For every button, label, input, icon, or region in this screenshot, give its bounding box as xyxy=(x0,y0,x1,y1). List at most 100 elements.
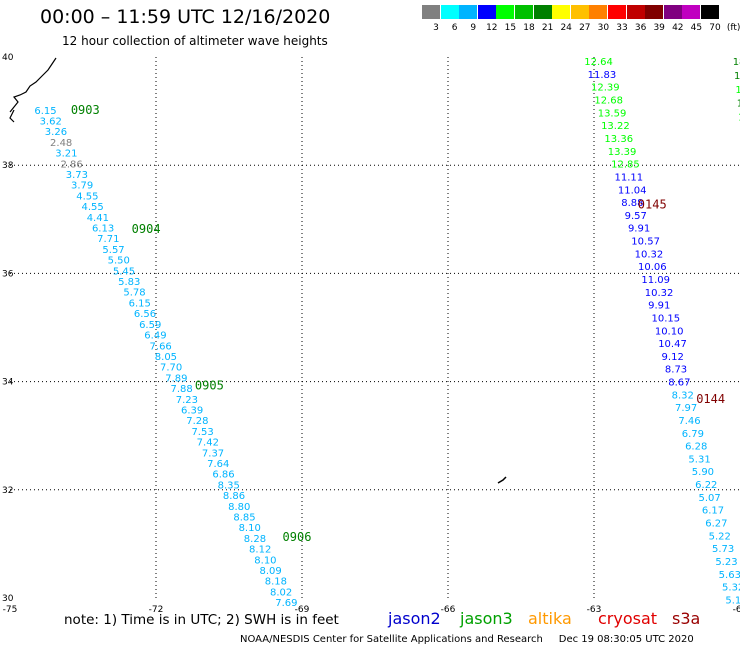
wave-height-label: 8.88 xyxy=(621,198,643,209)
scale-label: 27 xyxy=(579,23,591,33)
scale-label: 42 xyxy=(672,23,684,33)
wave-height-label: 8.85 xyxy=(233,512,255,523)
satellite-name: cryosat xyxy=(598,609,658,628)
scale-swatch xyxy=(422,5,440,19)
chart-title: 00:00 – 11:59 UTC 12/16/2020 xyxy=(40,6,331,28)
wave-height-label: 16.68 xyxy=(734,71,740,82)
scale-label: 9 xyxy=(470,23,477,33)
wave-height-label: 5.31 xyxy=(688,454,710,465)
footer-note: note: 1) Time is in UTC; 2) SWH is in fe… xyxy=(64,612,339,628)
scale-label: 15 xyxy=(504,23,517,33)
scale-swatch xyxy=(552,5,571,19)
wave-height-label: 10.32 xyxy=(645,288,674,299)
wave-height-label: 8.09 xyxy=(260,566,282,577)
scale-swatch xyxy=(645,5,664,19)
wave-height-label: 5.45 xyxy=(113,266,135,277)
scale-label: 21 xyxy=(541,23,554,33)
wave-height-label: 7.69 xyxy=(275,598,297,609)
scale-swatch xyxy=(570,5,589,19)
wave-height-label: 11.11 xyxy=(615,172,644,183)
wave-height-label: 7.97 xyxy=(675,403,697,414)
wave-height-label: 6.79 xyxy=(682,429,704,440)
y-tick-label: 38 xyxy=(2,161,14,171)
y-tick-label: 32 xyxy=(2,486,13,496)
time-label: 0144 xyxy=(696,392,725,406)
scale-label: 3 xyxy=(433,23,439,33)
wave-height-label: 3.79 xyxy=(71,181,93,192)
wave-height-label: 5.63 xyxy=(719,570,740,581)
wave-height-label: 7.28 xyxy=(186,416,208,427)
wave-height-label: 8.28 xyxy=(244,534,266,545)
scale-swatch xyxy=(515,5,533,19)
y-tick-label: 40 xyxy=(2,53,14,63)
wave-height-label: 7.37 xyxy=(202,448,224,459)
x-tick-label: -69 xyxy=(295,605,310,615)
wave-height-label: 8.67 xyxy=(668,378,690,389)
scale-label: 12 xyxy=(486,23,498,33)
wave-height-label: 8.86 xyxy=(223,491,245,502)
wave-height-label: 6.56 xyxy=(134,309,156,320)
wave-height-label: 5.90 xyxy=(692,467,714,478)
scale-swatch xyxy=(663,5,682,19)
wave-height-label: 8.10 xyxy=(254,555,276,566)
wave-height-label: 11.04 xyxy=(618,185,647,196)
wave-height-label: 5.13 xyxy=(725,595,740,606)
wave-height-label: 12.39 xyxy=(591,83,620,94)
coastline xyxy=(9,57,57,123)
scale-label: 30 xyxy=(597,23,610,33)
x-tick-label: -72 xyxy=(149,605,164,615)
wave-height-label: 7.42 xyxy=(197,438,219,449)
scale-swatch xyxy=(608,5,626,19)
wave-height-label: 12.85 xyxy=(611,160,640,171)
wave-height-label: 7.64 xyxy=(207,459,229,470)
wave-height-label: 8.12 xyxy=(249,545,271,556)
footer-credit: NOAA/NESDIS Center for Satellite Applica… xyxy=(240,634,694,645)
wave-height-label: 5.23 xyxy=(715,557,737,568)
wave-height-label: 13.59 xyxy=(598,108,627,119)
wave-height-label: 6.39 xyxy=(181,405,203,416)
wave-height-label: 8.80 xyxy=(228,502,250,513)
wave-height-label: 11.83 xyxy=(588,70,617,81)
scale-swatch xyxy=(682,5,701,19)
wave-height-label: 2.48 xyxy=(50,138,72,149)
wave-height-label: 5.50 xyxy=(108,256,130,267)
wave-height-label: 5.78 xyxy=(123,288,145,299)
scale-swatch xyxy=(533,5,552,19)
y-tick-label: 30 xyxy=(2,594,14,604)
wave-height-label: 6.13 xyxy=(92,224,114,235)
scale-swatch xyxy=(496,5,515,19)
wave-height-label: 4.55 xyxy=(81,202,103,213)
wave-height-label: 10.06 xyxy=(638,262,667,273)
x-tick-label: -60 xyxy=(733,605,740,615)
wave-height-label: 6.17 xyxy=(702,506,724,517)
wave-height-label: 12.64 xyxy=(584,57,613,68)
scale-label: (ft) xyxy=(726,23,740,33)
scale-label: 45 xyxy=(690,23,703,33)
scale-label: 70 xyxy=(709,23,721,33)
time-label: 0904 xyxy=(132,222,161,236)
wave-height-label: 3.26 xyxy=(45,127,67,138)
wave-height-label: 15.03 xyxy=(737,99,740,110)
wave-height-label: 6.59 xyxy=(139,320,161,331)
wave-height-label: 12.68 xyxy=(594,96,623,107)
satellite-name: s3a xyxy=(672,609,701,628)
wave-height-label: 8.10 xyxy=(239,523,261,534)
island xyxy=(497,476,507,484)
satellite-name: jason2 xyxy=(388,609,441,628)
y-tick-label: 36 xyxy=(2,269,14,279)
wave-height-label: 4.41 xyxy=(87,213,109,224)
wave-height-label: 8.73 xyxy=(665,365,687,376)
chart-subtitle: 12 hour collection of altimeter wave hei… xyxy=(62,34,328,48)
wave-height-label: 10.10 xyxy=(655,326,684,337)
wave-height-label: 9.91 xyxy=(648,301,670,312)
wave-height-label: 13.36 xyxy=(604,134,633,145)
x-tick-label: -75 xyxy=(3,605,18,615)
scale-label: 24 xyxy=(560,23,572,33)
wave-height-label: 2.86 xyxy=(61,159,83,170)
wave-height-label: 6.27 xyxy=(705,519,727,530)
x-tick-label: -66 xyxy=(441,605,456,615)
wave-height-label: 3.73 xyxy=(66,170,88,181)
scale-label: 6 xyxy=(451,23,458,33)
scale-swatch xyxy=(459,5,478,19)
